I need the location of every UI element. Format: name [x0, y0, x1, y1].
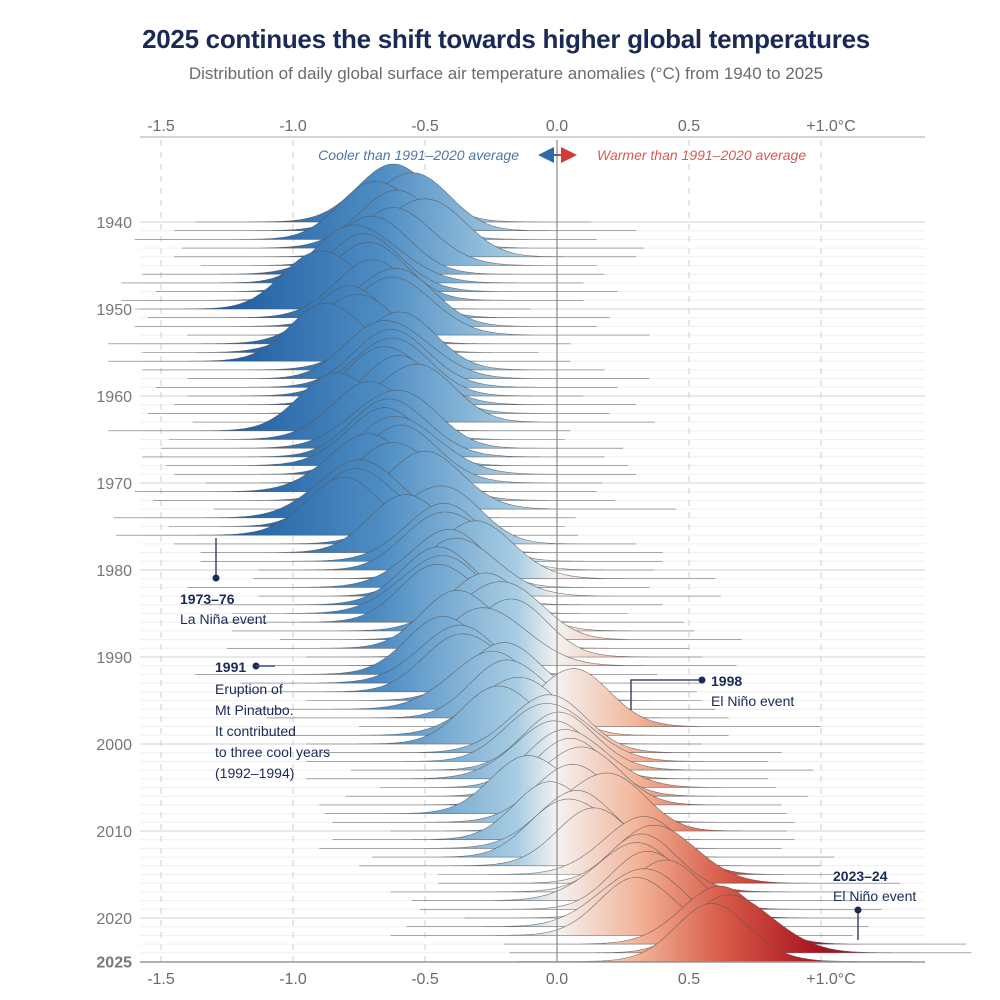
ridge-1953 — [187, 276, 650, 336]
annotation-pinatubo: 1991 Eruption of Mt Pinatubo. It contrib… — [215, 659, 330, 781]
y-tick-2025: 2025 — [96, 955, 132, 972]
ridge-1981 — [253, 520, 716, 579]
annotations: 1973–76 La Niña event 1991 Eruption of M… — [180, 538, 916, 940]
chart-subtitle: Distribution of daily global surface air… — [188, 64, 824, 83]
svg-text:1991: 1991 — [215, 659, 246, 675]
x-tick-bottom-4: 0.5 — [678, 971, 700, 988]
x-tick-top-5: +1.0°C — [806, 118, 856, 135]
x-tick-top-0: -1.5 — [147, 118, 175, 135]
y-tick-2000: 2000 — [96, 737, 132, 754]
ridge-1991 — [274, 607, 737, 666]
y-tick-1960: 1960 — [96, 389, 132, 406]
chart-title: 2025 continues the shift towards higher … — [142, 24, 870, 54]
y-tick-1970: 1970 — [96, 476, 132, 493]
svg-text:La Niña event: La Niña event — [180, 611, 267, 627]
x-tick-bottom-5: +1.0°C — [806, 971, 856, 988]
x-tick-top-4: 0.5 — [678, 118, 700, 135]
y-tick-2020: 2020 — [96, 911, 132, 928]
x-tick-bottom-3: 0.0 — [546, 971, 568, 988]
x-tick-bottom-1: -1.0 — [279, 971, 307, 988]
ridge-1956 — [108, 302, 571, 362]
ridge-2014 — [359, 807, 821, 867]
svg-text:1998: 1998 — [711, 673, 742, 689]
svg-text:1973–76: 1973–76 — [180, 591, 235, 607]
y-tick-1990: 1990 — [96, 650, 132, 667]
y-tick-1940: 1940 — [96, 215, 132, 232]
x-tick-bottom-2: -0.5 — [411, 971, 439, 988]
svg-text:El Niño event: El Niño event — [711, 693, 794, 709]
x-tick-bottom-0: -1.5 — [147, 971, 175, 988]
x-tick-top-1: -1.0 — [279, 118, 307, 135]
annotation-la-nina: 1973–76 La Niña event — [180, 538, 267, 627]
x-tick-top-3: 0.0 — [546, 118, 568, 135]
ridge-2000 — [306, 685, 703, 745]
x-tick-top-2: -0.5 — [411, 118, 439, 135]
svg-text:It contributed: It contributed — [215, 723, 296, 739]
svg-text:to three cool years: to three cool years — [215, 744, 330, 760]
y-tick-1950: 1950 — [96, 302, 132, 319]
annotation-1998: 1998 El Niño event — [630, 673, 794, 710]
annotation-2023-24: 2023–24 El Niño event — [833, 868, 916, 940]
y-tick-1980: 1980 — [96, 563, 132, 580]
svg-text:El Niño event: El Niño event — [833, 888, 916, 904]
svg-text:Eruption of: Eruption of — [215, 681, 283, 697]
ridge-1950 — [134, 250, 531, 310]
svg-text:Mt Pinatubo.: Mt Pinatubo. — [215, 702, 294, 718]
ridges — [108, 163, 972, 962]
svg-text:(1992–1994): (1992–1994) — [215, 765, 294, 781]
cooler-label: Cooler than 1991–2020 average — [318, 147, 519, 163]
y-tick-2010: 2010 — [96, 824, 132, 841]
ridge-1983 — [258, 537, 721, 597]
direction-legend: Cooler than 1991–2020 average Warmer tha… — [318, 147, 806, 163]
warmer-label: Warmer than 1991–2020 average — [597, 147, 806, 163]
axes: -1.5 -1.5 -1.0 -1.0 -0.5 -0.5 0.0 0.0 0.5 0.5 +1.0… — [96, 118, 925, 988]
svg-text:2023–24: 2023–24 — [833, 868, 888, 884]
